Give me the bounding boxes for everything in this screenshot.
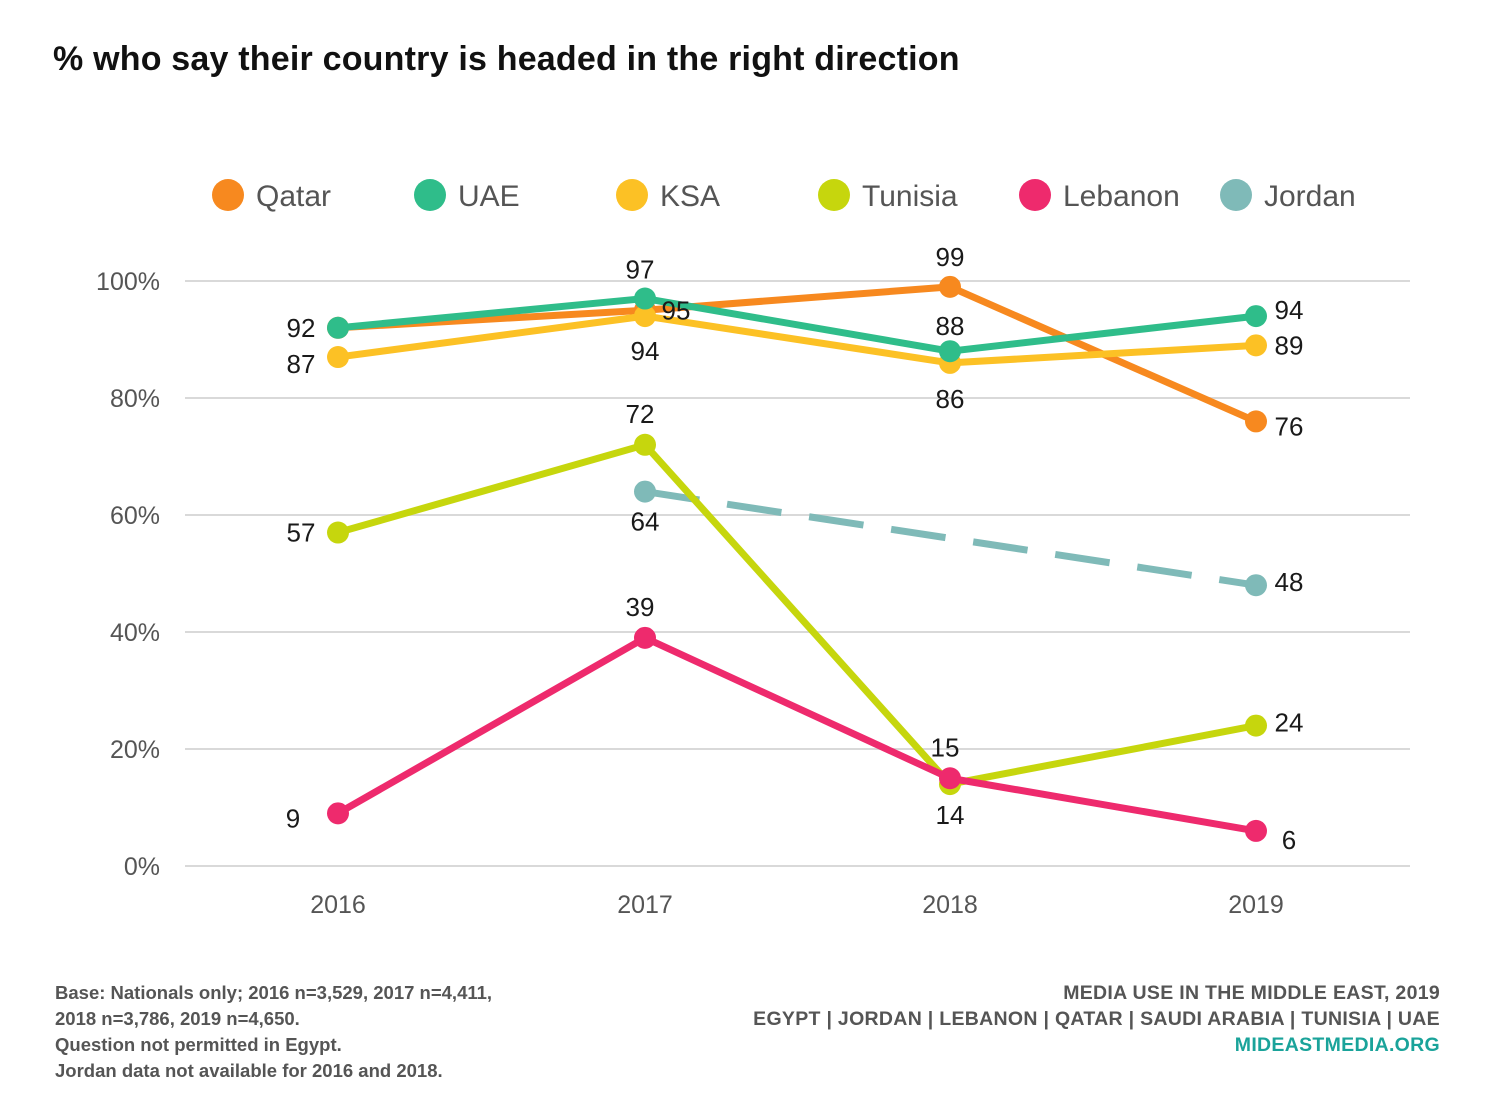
legend-marker: [1019, 179, 1051, 211]
legend-marker: [616, 179, 648, 211]
data-label-lebanon: 39: [626, 592, 655, 622]
x-tick-label: 2016: [310, 891, 366, 919]
x-tick-label: 2017: [617, 891, 673, 919]
data-point-jordan: [1245, 574, 1267, 597]
legend-label: Tunisia: [862, 180, 958, 213]
data-point-jordan: [634, 480, 656, 503]
footnote-line: 2018 n=3,786, 2019 n=4,650.: [55, 1008, 300, 1029]
series-line-uae: [334, 295, 1260, 355]
legend-marker: [212, 179, 244, 211]
source-title: MEDIA USE IN THE MIDDLE EAST, 2019: [1063, 982, 1440, 1004]
data-label-ksa: 89: [1275, 330, 1304, 360]
legend-label: Qatar: [256, 180, 331, 213]
y-tick-label: 60%: [110, 502, 160, 530]
source-block: MEDIA USE IN THE MIDDLE EAST, 2019 EGYPT…: [753, 980, 1440, 1058]
data-label-jordan: 48: [1275, 567, 1304, 597]
y-tick-label: 40%: [110, 619, 160, 647]
legend-label: KSA: [660, 180, 720, 213]
data-label-ksa: 86: [936, 384, 965, 414]
source-site-link[interactable]: MIDEASTMEDIA.ORG: [1234, 1034, 1440, 1056]
series-line-tunisia: [334, 441, 1260, 788]
footnote-line: Jordan data not available for 2016 and 2…: [55, 1060, 443, 1081]
series-line-ksa: [334, 312, 1260, 367]
data-point-uae: [1245, 305, 1267, 328]
data-label-ksa: 94: [631, 336, 660, 366]
data-label-uae: 94: [1275, 295, 1304, 325]
data-label-uae: 97: [626, 255, 655, 285]
source-countries: EGYPT | JORDAN | LEBANON | QATAR | SAUDI…: [753, 1008, 1440, 1030]
data-label-tunisia: 24: [1275, 708, 1304, 738]
chart-title: % who say their country is headed in the…: [53, 40, 960, 78]
data-label-lebanon: 15: [931, 732, 960, 762]
data-point-qatar: [939, 275, 961, 298]
y-tick-label: 20%: [110, 736, 160, 764]
data-label-lebanon: 9: [286, 803, 300, 833]
data-point-uae: [327, 316, 349, 339]
y-tick-label: 0%: [124, 853, 160, 881]
data-point-ksa: [634, 305, 656, 328]
data-label-qatar: 99: [936, 242, 965, 272]
legend-label: UAE: [458, 180, 520, 213]
legend-label: Jordan: [1264, 180, 1356, 213]
data-point-lebanon: [939, 767, 961, 790]
data-label-ksa: 87: [287, 349, 316, 379]
data-point-qatar: [1245, 410, 1267, 433]
footnote-line: Base: Nationals only; 2016 n=3,529, 2017…: [55, 982, 493, 1003]
data-point-ksa: [327, 346, 349, 369]
y-tick-label: 80%: [110, 385, 160, 413]
footnotes: Base: Nationals only; 2016 n=3,529, 2017…: [55, 980, 492, 1084]
data-point-uae: [939, 340, 961, 363]
line-chart: 0% 20% 40% 60% 80% 100% 2016 2017 2018 2019 Qatar U…: [96, 179, 1410, 919]
data-point-tunisia: [634, 433, 656, 456]
data-label-qatar: 92: [287, 313, 316, 343]
data-label-lebanon: 6: [1282, 825, 1296, 855]
data-label-uae: 88: [936, 311, 965, 341]
data-label-jordan: 64: [631, 507, 660, 537]
data-label-qatar: 95: [662, 295, 691, 325]
data-point-uae: [634, 287, 656, 310]
data-point-ksa: [1245, 334, 1267, 357]
footnote-line: Question not permitted in Egypt.: [55, 1034, 342, 1055]
data-point-tunisia: [1245, 714, 1267, 737]
legend-marker: [1220, 179, 1252, 211]
y-tick-label: 100%: [96, 268, 160, 296]
data-label-tunisia: 14: [936, 800, 965, 830]
data-point-tunisia: [327, 521, 349, 544]
data-point-lebanon: [327, 802, 349, 825]
series-line-lebanon: [334, 634, 1260, 835]
legend-marker: [818, 179, 850, 211]
data-label-tunisia: 72: [626, 399, 655, 429]
data-point-lebanon: [1245, 819, 1267, 842]
series-line-jordan: [644, 488, 1257, 589]
legend-marker: [414, 179, 446, 211]
x-tick-label: 2018: [922, 891, 978, 919]
x-tick-label: 2019: [1228, 891, 1284, 919]
data-label-tunisia: 57: [287, 518, 316, 548]
legend-label: Lebanon: [1063, 180, 1180, 213]
data-point-lebanon: [634, 626, 656, 649]
data-label-qatar: 76: [1275, 411, 1304, 441]
